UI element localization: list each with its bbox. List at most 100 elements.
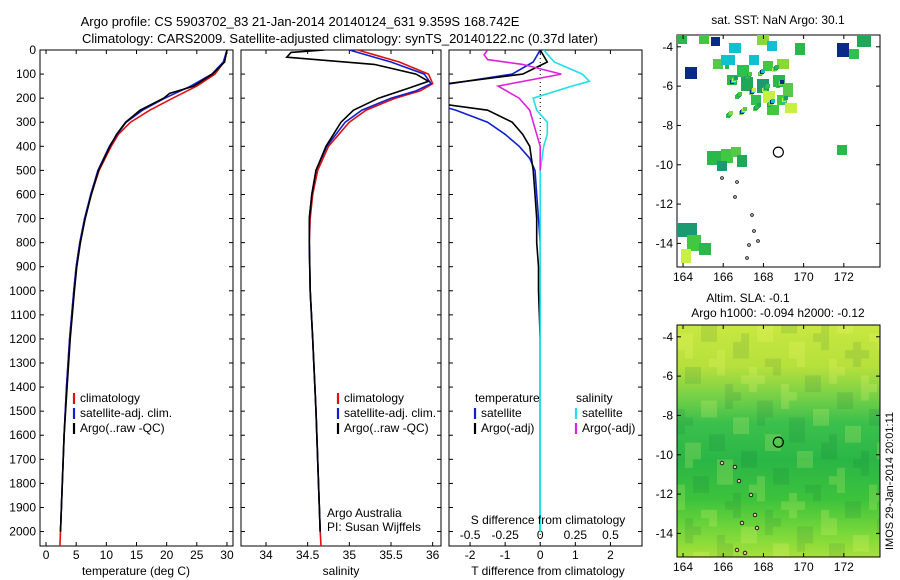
- sla-pixel: [789, 341, 797, 351]
- argo-australia-label: Argo Australia: [327, 506, 402, 520]
- sst-pixel: [729, 43, 741, 53]
- sla-pixel: [829, 451, 837, 460]
- sla-pixel: [765, 409, 773, 418]
- sst-pixel: [721, 149, 733, 163]
- sla-pixel: [789, 392, 797, 401]
- sla-pixel: [805, 383, 813, 393]
- sla-pixel: [765, 434, 773, 443]
- sla-pixel: [789, 350, 797, 359]
- sla-pixel: [733, 417, 741, 426]
- sla-pixel: [709, 509, 717, 519]
- sla-pixel: [781, 476, 789, 485]
- x-tick-label: 2: [607, 548, 614, 562]
- sla-pixel: [765, 442, 773, 451]
- map-x-tick-label: 166: [713, 270, 733, 284]
- sla-pixel: [845, 501, 853, 510]
- figure-title-line2: Climatology: CARS2009. Satellite-adjuste…: [82, 31, 598, 46]
- y-tick-label: 1100: [10, 308, 36, 322]
- sla-pixel: [861, 459, 869, 468]
- sla-pixel: [821, 341, 829, 351]
- y-tick-label: 1300: [9, 356, 36, 370]
- sla-pixel: [725, 551, 733, 557]
- legend-label: Argo(-adj): [582, 421, 635, 435]
- sla-pixel: [741, 535, 749, 544]
- sla-pixel: [693, 476, 701, 485]
- sla-pixel: [813, 484, 821, 493]
- sla-pixel: [685, 333, 693, 342]
- sla-pixel: [717, 434, 725, 443]
- sla-pixel: [853, 543, 861, 552]
- sla-pixel: [725, 459, 733, 468]
- sla-pixel: [837, 467, 845, 477]
- map-y-tick-label: -10: [656, 158, 674, 172]
- sst-pixel: [737, 155, 747, 167]
- map-y-tick-label: -6: [662, 79, 673, 93]
- sla-pixel: [757, 484, 765, 493]
- sla-pixel: [741, 341, 749, 351]
- x-tick-label: -1: [500, 548, 511, 562]
- sla-pixel: [789, 425, 797, 435]
- sla-pixel: [717, 467, 725, 477]
- sla-pixel: [877, 442, 880, 451]
- sst-pixel: [785, 103, 797, 113]
- sla-pixel: [821, 409, 829, 418]
- sla-pixel: [685, 526, 693, 535]
- sla-pixel: [749, 451, 757, 460]
- sla-pixel: [837, 325, 845, 334]
- sla-pixel: [757, 333, 765, 342]
- sla-pixel: [829, 442, 837, 451]
- map-y-tick-label: -4: [662, 40, 673, 54]
- sla-pixel: [837, 367, 845, 376]
- sla-pixel: [877, 341, 880, 351]
- sla-pixel: [709, 333, 717, 342]
- temperature-panel: 0100200300400500600700800900100011001200…: [9, 43, 234, 578]
- sla-pixel: [869, 383, 877, 393]
- sla-pixel: [837, 400, 845, 409]
- y-tick-label: 1000: [9, 284, 36, 298]
- sla-pixel: [805, 526, 813, 535]
- sla-pixel: [829, 476, 837, 485]
- sla-pixel: [701, 409, 709, 418]
- sla-pixel: [757, 493, 765, 502]
- x-tick-label: 5: [73, 548, 80, 562]
- island: [756, 239, 760, 243]
- sla-pixel: [869, 501, 877, 510]
- sla-pixel: [845, 350, 853, 359]
- sla-pixel: [837, 392, 845, 401]
- sla-pixel: [725, 467, 733, 477]
- sla-pixel: [749, 383, 757, 393]
- sla-pixel: [749, 459, 757, 468]
- sst-pixel: [699, 35, 709, 44]
- sla-pixel: [821, 333, 829, 342]
- x-tick-label: 0: [43, 548, 50, 562]
- x-tick-label: 10: [100, 548, 114, 562]
- series-line-argo: [285, 50, 431, 532]
- sla-pixel: [789, 509, 797, 519]
- sla-pixel: [693, 367, 701, 376]
- sst-pixel: [729, 111, 733, 115]
- map-y-tick-label: -4: [662, 330, 673, 344]
- sst-pixel: [752, 88, 756, 92]
- sla-pixel: [757, 375, 765, 384]
- sla-pixel: [693, 451, 701, 460]
- sla-pixel: [773, 551, 781, 557]
- legend-label: salinity: [576, 391, 613, 405]
- y-tick-label: 500: [16, 163, 36, 177]
- sla-pixel: [845, 434, 853, 443]
- island: [750, 213, 754, 217]
- sla-pixel: [821, 417, 829, 426]
- sla-pixel: [797, 358, 805, 367]
- sst-pixel: [721, 55, 735, 65]
- sla-pixel: [733, 509, 741, 519]
- legend-label: climatology: [344, 391, 404, 405]
- sla-pixel: [829, 375, 837, 384]
- sla-pixel: [813, 333, 821, 342]
- sla-pixel: [821, 451, 829, 460]
- sst-pixel: [681, 249, 691, 263]
- legend-label: temperature: [475, 391, 540, 405]
- imos-timestamp: IMOS 29-Jan-2014 20:01:11: [884, 412, 896, 550]
- sla-pixel: [741, 417, 749, 426]
- sla-pixel: [677, 333, 685, 342]
- sla-pixel: [733, 341, 741, 351]
- series-line-argo_salinity: [483, 50, 562, 171]
